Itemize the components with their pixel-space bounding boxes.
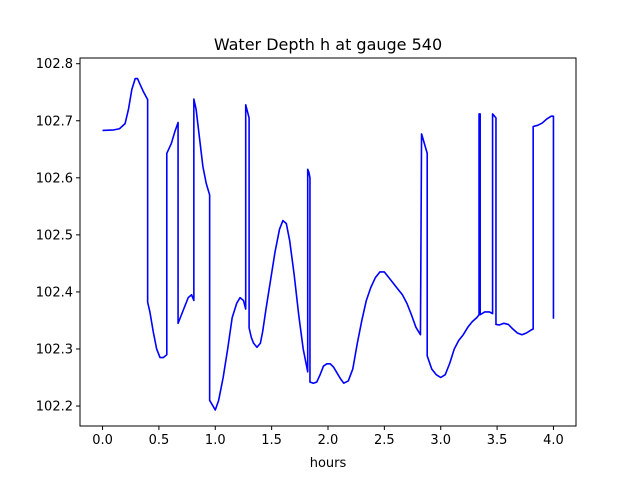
y-tick-label: 102.8 [36, 57, 73, 72]
y-tick-label: 102.3 [36, 342, 73, 357]
series-layer [102, 77, 555, 411]
y-tick-label: 102.2 [36, 400, 73, 415]
series-line-0 [102, 77, 555, 411]
x-tick-label: 0.0 [92, 433, 113, 448]
y-axis-ticks: 102.2 102.3 102.4 102.5 102.6 102.7 102.8 [36, 57, 80, 415]
x-tick-label: 2.0 [318, 433, 339, 448]
x-tick-label: 1.0 [205, 433, 226, 448]
x-tick-label: 3.5 [487, 433, 508, 448]
axes-frame [79, 57, 577, 427]
chart-title: Water Depth h at gauge 540 [214, 35, 442, 54]
x-tick-label: 2.5 [374, 433, 395, 448]
plot-area [79, 57, 577, 427]
x-tick-label: 1.5 [261, 433, 282, 448]
y-tick-label: 102.5 [36, 228, 73, 243]
x-tick-label: 3.0 [430, 433, 451, 448]
y-tick-label: 102.6 [36, 171, 73, 186]
x-axis-label: hours [310, 456, 347, 471]
x-axis-ticks: 0.0 0.5 1.0 1.5 2.0 2.5 3.0 3.5 4.0 [92, 426, 564, 448]
x-tick-label: 0.5 [149, 433, 170, 448]
y-tick-label: 102.4 [36, 285, 73, 300]
y-tick-label: 102.7 [36, 114, 73, 129]
x-tick-label: 4.0 [543, 433, 564, 448]
